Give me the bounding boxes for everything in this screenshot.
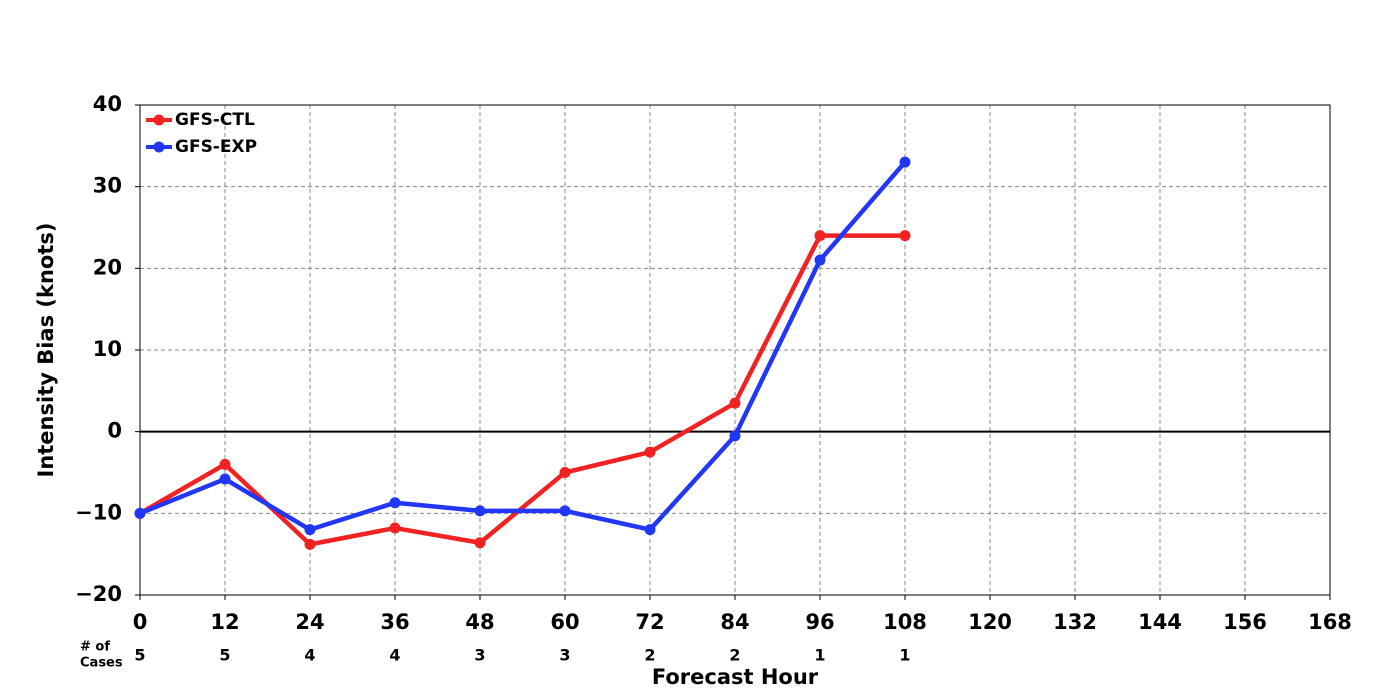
series-marker	[134, 507, 146, 519]
x-tick-label: 72	[635, 610, 664, 634]
x-tick-label: 144	[1138, 610, 1182, 634]
x-tick-label: 36	[380, 610, 409, 634]
case-count: 1	[814, 646, 825, 665]
plot-frame	[139, 104, 1331, 596]
case-count: 5	[219, 646, 230, 665]
y-tick-label: 0	[107, 419, 122, 443]
cases-label: # of	[80, 640, 110, 655]
series-marker	[729, 397, 741, 409]
series-marker	[474, 505, 486, 517]
series-marker	[474, 537, 486, 549]
legend-label: GFS-CTL	[175, 110, 255, 130]
case-count: 2	[729, 646, 740, 665]
x-tick-label: 96	[805, 610, 834, 634]
series-marker	[304, 524, 316, 536]
x-tick-label: 0	[133, 610, 148, 634]
series-marker	[389, 497, 401, 509]
case-count: 2	[644, 646, 655, 665]
legend-label: GFS-EXP	[175, 137, 257, 157]
y-tick-label: −20	[75, 582, 122, 606]
series-marker	[304, 538, 316, 550]
series-marker	[729, 430, 741, 442]
series-marker	[899, 230, 911, 242]
y-axis-label: Intensity Bias (knots)	[34, 223, 58, 478]
x-tick-label: 156	[1223, 610, 1267, 634]
case-count: 3	[559, 646, 570, 665]
series-marker	[814, 254, 826, 266]
legend-marker	[153, 141, 165, 153]
series-marker	[899, 156, 911, 168]
case-count: 4	[304, 646, 315, 665]
y-tick-label: 10	[93, 337, 122, 361]
series-marker	[389, 522, 401, 534]
legend-marker	[153, 114, 165, 126]
x-tick-label: 168	[1308, 610, 1352, 634]
series-marker	[559, 505, 571, 517]
x-tick-label: 132	[1053, 610, 1097, 634]
y-tick-label: 30	[93, 174, 122, 198]
cases-label: Cases	[80, 656, 123, 671]
y-tick-label: −10	[75, 500, 122, 524]
x-tick-label: 24	[295, 610, 324, 634]
case-count: 1	[899, 646, 910, 665]
series-marker	[559, 467, 571, 478]
series-line	[139, 160, 907, 532]
series-marker	[814, 230, 826, 242]
x-tick-label: 84	[720, 610, 749, 634]
x-tick-label: 12	[210, 610, 239, 634]
case-count: 3	[474, 646, 485, 665]
case-count: 4	[389, 646, 400, 665]
y-tick-label: 40	[93, 92, 122, 116]
x-axis-label: Forecast Hour	[652, 665, 819, 689]
x-tick-label: 108	[883, 610, 927, 634]
y-tick-label: 20	[93, 255, 122, 279]
series-marker	[644, 524, 656, 536]
series-marker	[644, 446, 656, 458]
case-count: 5	[134, 646, 145, 665]
series-marker	[219, 458, 231, 470]
x-tick-label: 60	[550, 610, 579, 634]
series-marker	[219, 473, 231, 485]
x-tick-label: 120	[968, 610, 1012, 634]
x-tick-label: 48	[465, 610, 494, 634]
